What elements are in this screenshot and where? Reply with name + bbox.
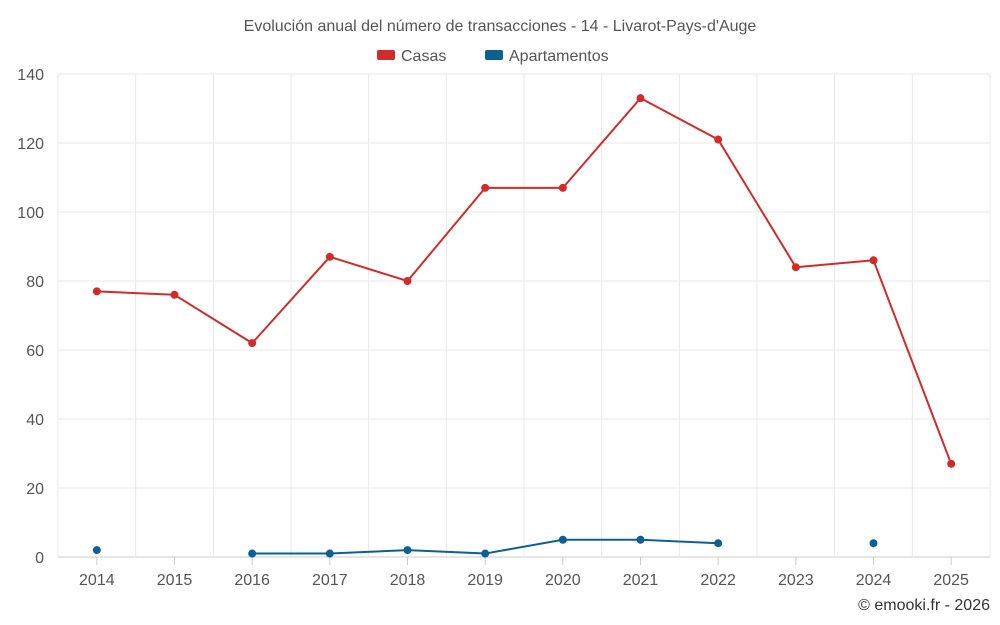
data-point[interactable] [92, 546, 101, 555]
y-axis: 0 20 40 60 80 100 120 140 [17, 67, 44, 567]
legend-swatch [377, 50, 395, 60]
x-tick-label: 2014 [79, 572, 115, 589]
y-tick-label: 80 [26, 274, 44, 291]
data-point[interactable] [869, 539, 878, 548]
series-line-segment [794, 259, 875, 269]
series-line-segment [639, 97, 720, 141]
y-tick-label: 120 [17, 136, 44, 153]
grid [57, 73, 991, 558]
data-point[interactable] [248, 339, 257, 348]
legend-item-casas[interactable]: Casas [377, 48, 446, 65]
legend-item-apartamentos[interactable]: Apartamentos [485, 48, 609, 65]
series-line-segment [328, 255, 409, 282]
data-point[interactable] [714, 135, 723, 144]
x-tick-label: 2018 [390, 572, 426, 589]
credit-text: © emooki.fr - 2026 [858, 597, 990, 614]
data-point[interactable] [170, 290, 179, 299]
y-tick-label: 60 [26, 343, 44, 360]
data-point[interactable] [947, 459, 956, 468]
legend: Casas Apartamentos [377, 48, 609, 65]
series-line-segment [561, 97, 642, 189]
series-apartamentos [92, 535, 878, 558]
data-point[interactable] [714, 539, 723, 548]
y-tick-label: 20 [26, 481, 44, 498]
y-tick-label: 0 [35, 550, 44, 567]
x-tick-label: 2020 [545, 572, 581, 589]
x-tick-label: 2017 [312, 572, 348, 589]
legend-label: Apartamentos [509, 48, 609, 65]
data-point[interactable] [558, 183, 567, 192]
y-tick-label: 40 [26, 412, 44, 429]
series-line-segment [173, 293, 254, 345]
x-tick-label: 2019 [467, 572, 503, 589]
series-line-segment [251, 255, 331, 345]
series-line-segment [406, 549, 487, 555]
x-tick-label: 2021 [623, 572, 659, 589]
data-point[interactable] [403, 277, 412, 285]
legend-swatch [485, 50, 503, 60]
series-line-segment [328, 549, 409, 555]
x-tick-label: 2025 [933, 572, 969, 589]
data-point[interactable] [92, 287, 101, 296]
data-point[interactable] [325, 549, 334, 558]
series-casas [92, 94, 956, 468]
x-axis: 2014 2015 2016 2017 2018 2019 2020 2021 2022 2023… [79, 557, 969, 589]
data-point[interactable] [403, 546, 412, 555]
data-point[interactable] [248, 549, 257, 558]
data-point[interactable] [791, 263, 800, 272]
x-tick-label: 2022 [700, 572, 736, 589]
series-area [92, 94, 956, 558]
series-line-segment [639, 538, 720, 545]
legend-label: Casas [401, 48, 446, 65]
data-point[interactable] [636, 535, 645, 544]
x-tick-label: 2024 [856, 572, 892, 589]
data-point[interactable] [481, 183, 490, 192]
data-point[interactable] [325, 252, 334, 261]
data-point[interactable] [869, 256, 878, 265]
x-tick-label: 2023 [778, 572, 814, 589]
x-tick-label: 2015 [157, 572, 193, 589]
series-line-segment [95, 290, 176, 296]
series-line-segment [484, 538, 564, 555]
data-point[interactable] [558, 535, 567, 544]
chart-title: Evolución anual del número de transaccio… [244, 18, 757, 35]
data-point[interactable] [481, 549, 490, 558]
y-tick-label: 140 [17, 67, 44, 84]
series-line-segment [872, 259, 953, 465]
data-point[interactable] [636, 94, 645, 103]
series-line-segment [717, 138, 797, 269]
y-tick-label: 100 [17, 205, 44, 222]
series-line-segment [406, 186, 487, 282]
x-tick-label: 2016 [234, 572, 270, 589]
